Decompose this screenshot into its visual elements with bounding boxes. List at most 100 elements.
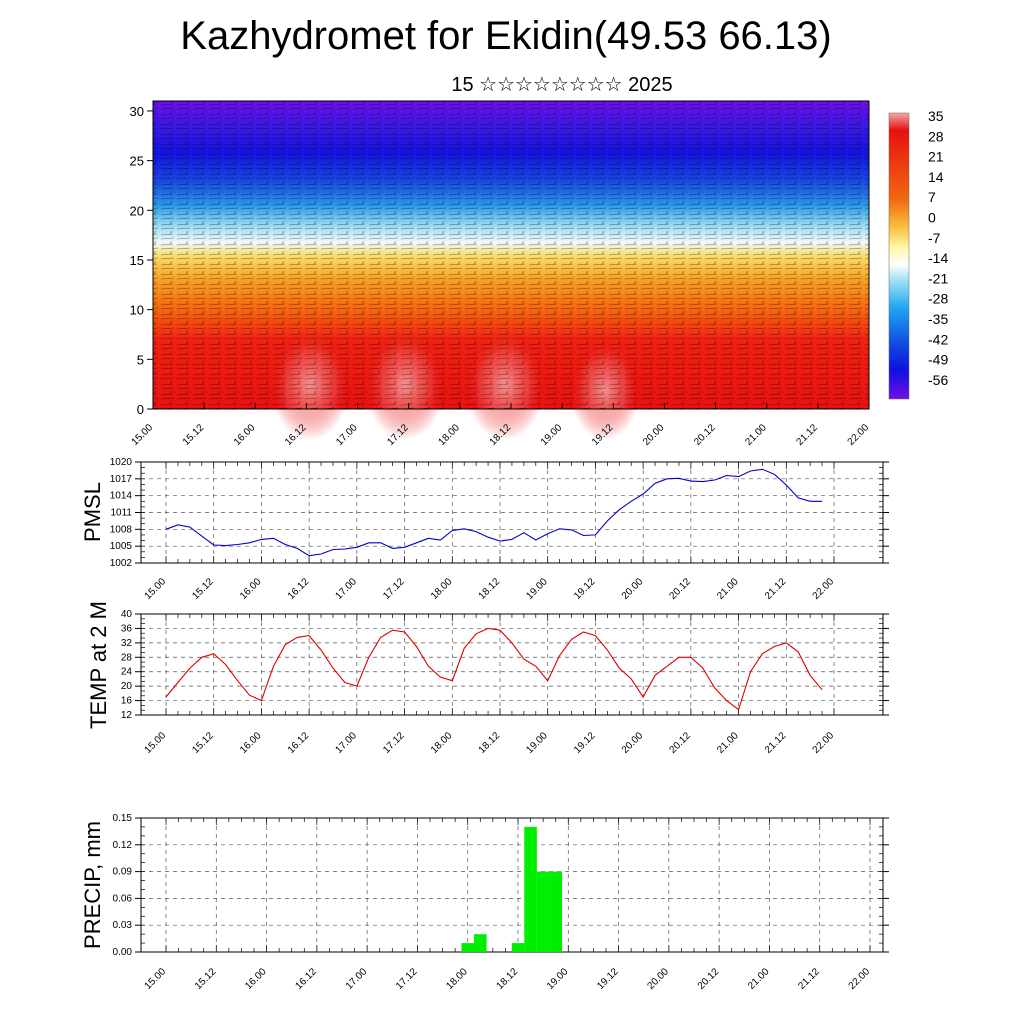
y-tick-label: 0.00 bbox=[113, 947, 133, 958]
x-tick-label: 19.12 bbox=[595, 966, 621, 992]
precip-bar bbox=[536, 871, 550, 952]
x-tick-label: 20.00 bbox=[620, 576, 646, 602]
x-tick-label: 18.00 bbox=[429, 730, 455, 756]
x-tick-label: 21.12 bbox=[763, 730, 789, 756]
colorbar-label: 35 bbox=[928, 108, 944, 124]
y-tick-label: 1020 bbox=[110, 457, 133, 468]
x-tick-label: 20.12 bbox=[668, 576, 694, 602]
panel-frame bbox=[140, 613, 884, 716]
x-tick-label: 22.00 bbox=[811, 576, 837, 602]
colorbar-label: -35 bbox=[928, 311, 948, 327]
y-tick-label: 30 bbox=[130, 104, 144, 119]
chart-subtitle: 15 ☆☆☆☆☆☆☆☆ 2025 bbox=[451, 74, 673, 96]
series-line bbox=[165, 468, 823, 557]
y-tick-label: 0.06 bbox=[113, 893, 133, 904]
x-tick-label: 16.00 bbox=[238, 730, 264, 756]
x-tick-label: 19.12 bbox=[572, 730, 598, 756]
panel-frame bbox=[140, 461, 884, 564]
colorbar-label: 21 bbox=[928, 149, 944, 165]
x-tick-label: 18.00 bbox=[437, 422, 463, 448]
x-tick-label: 18.12 bbox=[477, 730, 503, 756]
precip-bar bbox=[524, 826, 537, 952]
y-tick-label: 1014 bbox=[110, 491, 133, 502]
x-tick-label: 15.00 bbox=[143, 966, 169, 992]
y-tick-label: 1011 bbox=[110, 508, 132, 519]
x-tick-label: 16.12 bbox=[294, 966, 320, 992]
precip-bar bbox=[511, 943, 525, 952]
y-tick-label: 0 bbox=[137, 402, 144, 417]
colorbar-label: -42 bbox=[928, 331, 948, 347]
x-tick-label: 20.00 bbox=[646, 966, 672, 992]
x-tick-label: 15.00 bbox=[143, 576, 169, 602]
x-tick-label: 19.12 bbox=[572, 576, 598, 602]
colorbar-label: 0 bbox=[928, 210, 936, 226]
colorbar-label: 7 bbox=[928, 189, 936, 205]
x-tick-label: 18.12 bbox=[495, 966, 521, 992]
y-axis-label: TEMP at 2 M bbox=[86, 601, 111, 729]
x-tick-label: 17.12 bbox=[381, 730, 407, 756]
x-tick-label: 17.00 bbox=[344, 966, 370, 992]
x-tick-label: 21.12 bbox=[795, 422, 821, 448]
temp-panel: 12 16 20 24 28 32 36 40 TEMP at 2 M 15.00 15.12 16.… bbox=[86, 601, 889, 756]
x-tick-label: 17.00 bbox=[334, 422, 360, 448]
colorbar bbox=[888, 112, 910, 400]
y-tick-label: 0.03 bbox=[113, 920, 133, 931]
x-tick-label: 16.12 bbox=[286, 576, 312, 602]
colorbar-label: -56 bbox=[928, 372, 948, 388]
colorbar-label: 14 bbox=[928, 169, 944, 185]
x-tick-label: 20.12 bbox=[696, 966, 722, 992]
x-tick-label: 15.12 bbox=[190, 576, 216, 602]
y-tick-label: 28 bbox=[121, 652, 133, 663]
x-tick-label: 20.00 bbox=[641, 422, 667, 448]
y-tick-label: 0.09 bbox=[113, 867, 133, 878]
x-tick-label: 17.00 bbox=[334, 576, 360, 602]
y-tick-label: 16 bbox=[121, 696, 133, 707]
colorbar-labels: 35 28 21 14 7 0 -7 -14 -21 -28 -35 -42 -49 -56 bbox=[928, 108, 948, 388]
y-tick-label: 1005 bbox=[110, 541, 133, 552]
x-tick-label: 22.00 bbox=[846, 422, 872, 448]
x-tick-label: 19.00 bbox=[524, 576, 550, 602]
x-tick-label: 16.00 bbox=[232, 422, 258, 448]
x-tick-label: 16.00 bbox=[243, 966, 269, 992]
y-tick-label: 40 bbox=[121, 609, 133, 620]
y-tick-label: 1008 bbox=[110, 524, 133, 535]
x-tick-label: 21.12 bbox=[796, 966, 822, 992]
y-tick-label: 5 bbox=[137, 352, 144, 367]
x-tick-label: 21.00 bbox=[743, 422, 769, 448]
x-tick-label: 18.00 bbox=[429, 576, 455, 602]
precip-bar bbox=[474, 934, 487, 952]
colorbar-label: 28 bbox=[928, 128, 944, 144]
series-line bbox=[165, 627, 823, 711]
colorbar-label: -14 bbox=[928, 250, 948, 266]
y-tick-label: 1017 bbox=[110, 474, 133, 485]
y-tick-label: 10 bbox=[130, 303, 144, 318]
chart-title: Kazhydromet for Ekidin(49.53 66.13) bbox=[180, 14, 832, 58]
panel-frame bbox=[140, 817, 884, 953]
x-tick-label: 18.00 bbox=[444, 966, 470, 992]
colorbar-label: -28 bbox=[928, 291, 948, 307]
x-tick-label: 16.12 bbox=[286, 730, 312, 756]
x-tick-label: 20.00 bbox=[620, 730, 646, 756]
y-tick-label: 25 bbox=[130, 154, 144, 169]
y-tick-label: 24 bbox=[121, 667, 133, 678]
y-tick-label: 12 bbox=[121, 710, 133, 721]
precip-bar bbox=[461, 943, 474, 952]
y-tick-label: 0.15 bbox=[113, 813, 133, 824]
x-tick-label: 19.00 bbox=[524, 730, 550, 756]
x-tick-label: 22.00 bbox=[811, 730, 837, 756]
wind-barbs-overlay bbox=[153, 101, 869, 409]
x-tick-label: 21.00 bbox=[746, 966, 772, 992]
y-tick-label: 0.12 bbox=[113, 840, 133, 851]
x-tick-label: 21.12 bbox=[763, 576, 789, 602]
y-tick-label: 20 bbox=[121, 681, 133, 692]
x-tick-label: 15.00 bbox=[130, 422, 156, 448]
colorbar-label: -21 bbox=[928, 270, 948, 286]
precip-bar bbox=[549, 871, 562, 952]
x-tick-label: 22.00 bbox=[847, 966, 873, 992]
x-tick-label: 15.12 bbox=[181, 422, 207, 448]
x-tick-label: 17.00 bbox=[334, 730, 360, 756]
pmsl-panel: 1002 1005 1008 1011 1014 1017 1020 PMSL 15.00 15.… bbox=[80, 457, 889, 602]
y-axis-label: PRECIP, mm bbox=[80, 821, 105, 949]
x-tick-label: 18.12 bbox=[477, 576, 503, 602]
